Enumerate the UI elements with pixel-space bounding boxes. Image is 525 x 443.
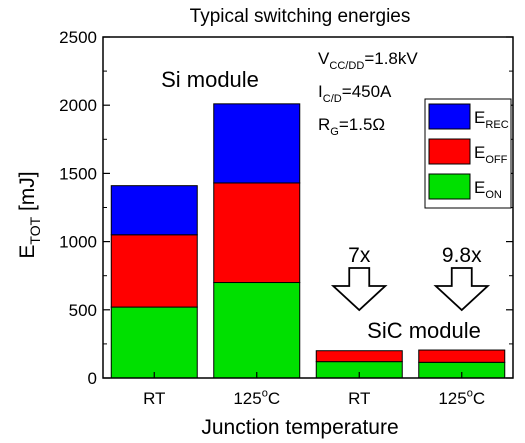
y-tick-label: 2500 xyxy=(59,28,97,47)
legend-label-rec: EREC xyxy=(474,108,509,131)
bar-on-1 xyxy=(110,306,198,379)
legend-label-on: EON xyxy=(474,178,502,201)
legend-swatch-off xyxy=(428,138,471,165)
condition-1-rest: =1.8kV xyxy=(364,49,418,68)
legend-label-off: EOFF xyxy=(474,143,508,166)
arrow-7x: 7x xyxy=(330,244,388,312)
condition-2-main: I xyxy=(318,82,323,101)
y-tick-label: 1500 xyxy=(59,164,97,183)
condition-1-sub: CC/DD xyxy=(329,60,364,72)
arrow-9-8x: 9.8x xyxy=(433,244,491,312)
x-tick-label-3: RT xyxy=(348,389,370,408)
x-tick-label-4-rest: C xyxy=(473,389,485,408)
condition-1-main: V xyxy=(318,49,330,68)
condition-3-main: R xyxy=(318,115,330,134)
y-tick-label: 0 xyxy=(88,369,97,388)
arrow-9-8x-label: 9.8x xyxy=(442,244,482,267)
x-axis-label: Junction temperature xyxy=(201,416,398,439)
legend-swatch-on xyxy=(428,173,471,200)
legend-label-rec-sub: REC xyxy=(485,119,508,131)
y-tick-label: 500 xyxy=(69,301,97,320)
y-tick-label: 1000 xyxy=(59,233,97,252)
legend-label-rec-main: E xyxy=(474,108,485,127)
condition-3: RG=1.5Ω xyxy=(318,115,385,138)
y-label-sub: TOT xyxy=(27,216,43,244)
condition-2-rest: =450A xyxy=(342,82,392,101)
bar-rec-1 xyxy=(110,185,198,236)
x-tick-label-2-rest: C xyxy=(268,389,280,408)
condition-3-rest: =1.5Ω xyxy=(339,115,385,134)
y-axis-label: ETOT [mJ] xyxy=(16,171,43,258)
y-label-main: E xyxy=(16,245,39,259)
x-tick-label-4: 125oC xyxy=(438,387,485,408)
x-tick-label-4-main: 125 xyxy=(438,389,466,408)
x-tick-label-3-main: RT xyxy=(348,389,370,408)
x-tick-label-2-main: 125 xyxy=(233,389,261,408)
legend-label-on-main: E xyxy=(474,178,485,197)
bar-rec-2 xyxy=(213,103,301,184)
bar-on-2 xyxy=(213,282,301,379)
condition-2: IC/D=450A xyxy=(318,82,392,105)
x-tick-label-2: 125oC xyxy=(233,387,280,408)
condition-2-sub: C/D xyxy=(323,93,342,105)
y-label-unit: [mJ] xyxy=(16,171,39,217)
legend-label-off-sub: OFF xyxy=(485,154,507,166)
arrow-7x-shape xyxy=(330,267,388,312)
legend-swatch-rec xyxy=(428,103,471,130)
arrow-9-8x-shape xyxy=(433,267,491,312)
condition-1: VCC/DD=1.8kV xyxy=(318,49,418,72)
legend-label-on-sub: ON xyxy=(485,189,502,201)
sic-module-label: SiC module xyxy=(367,318,481,343)
bar-off-1 xyxy=(110,234,198,308)
chart-title: Typical switching energies xyxy=(190,6,411,27)
x-tick-label-1: RT xyxy=(143,389,165,408)
bar-off-4 xyxy=(418,349,506,363)
arrow-7x-label: 7x xyxy=(348,244,371,267)
si-module-label: Si module xyxy=(161,67,259,92)
legend-label-off-main: E xyxy=(474,143,485,162)
bar-off-2 xyxy=(213,182,301,284)
x-tick-label-1-main: RT xyxy=(143,389,165,408)
x-tick-label-2-sup: o xyxy=(262,387,268,399)
bar-off-3 xyxy=(315,350,403,363)
x-tick-label-4-sup: o xyxy=(467,387,473,399)
y-tick-label: 2000 xyxy=(59,96,97,115)
condition-3-sub: G xyxy=(330,126,339,138)
